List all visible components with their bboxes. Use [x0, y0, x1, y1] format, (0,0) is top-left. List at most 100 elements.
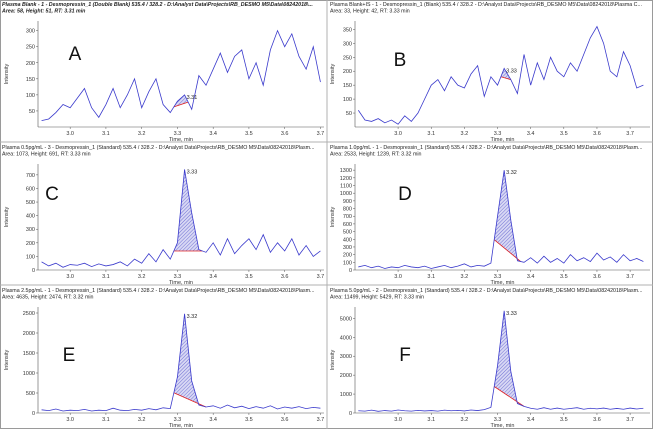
- pane-header: Plasma Blank+IS - 1 - Desmopressin_1 (Bl…: [330, 2, 642, 8]
- y-tick-label: 500: [26, 200, 35, 206]
- x-axis-title: Time, min: [491, 137, 515, 143]
- y-tick-label: 200: [343, 253, 352, 259]
- y-tick-label: 0: [32, 268, 35, 274]
- integration-baseline: [173, 101, 189, 108]
- pane-letter: B: [394, 50, 407, 71]
- x-tick-label: 3.0: [394, 417, 402, 423]
- y-tick-label: 600: [26, 186, 35, 192]
- x-tick-label: 3.2: [138, 417, 146, 423]
- y-tick-label: 1200: [340, 176, 352, 182]
- y-tick-label: 100: [26, 254, 35, 260]
- x-tick-label: 3.3: [494, 274, 502, 280]
- chromatogram-pane: Plasma Blank+IS - 1 - Desmopressin_1 (Bl…: [330, 2, 650, 143]
- trace: [41, 313, 321, 412]
- x-tick-label: 3.3: [174, 274, 182, 280]
- y-tick-label: 50: [346, 111, 352, 117]
- y-axis-title: Intensity: [330, 64, 336, 85]
- pane-letter: F: [399, 345, 411, 366]
- x-tick-label: 3.1: [102, 417, 110, 423]
- x-tick-label: 3.4: [209, 131, 217, 137]
- peak-label: 3.33: [187, 169, 198, 175]
- x-tick-label: 3.7: [317, 274, 325, 280]
- x-tick-label: 3.0: [66, 274, 74, 280]
- x-axis-title: Time, min: [491, 423, 515, 429]
- peak-area: [173, 313, 207, 407]
- chromatogram-pane: Plasma Blank - 1 - Desmopressin_1 (Doubl…: [1, 2, 325, 143]
- x-axis-title: Time, min: [169, 137, 193, 143]
- y-axis-title: Intensity: [330, 350, 336, 371]
- peak-label: 3.31: [187, 95, 198, 101]
- y-tick-label: 50: [29, 109, 35, 115]
- trace: [358, 310, 644, 412]
- y-tick-label: 400: [343, 237, 352, 243]
- integration-baseline: [493, 239, 521, 262]
- pane-letter: E: [63, 345, 76, 366]
- x-tick-label: 3.2: [461, 131, 469, 137]
- x-tick-label: 3.1: [102, 131, 110, 137]
- y-tick-label: 1300: [340, 168, 352, 174]
- chromatogram-pane: Plasma 5.0pg/mL - 2 - Desmopressin_1 (St…: [330, 288, 650, 429]
- x-tick-label: 3.7: [317, 417, 325, 423]
- y-tick-label: 0: [32, 411, 35, 417]
- pane-letter: A: [69, 44, 82, 65]
- y-axis-title: Intensity: [4, 64, 10, 85]
- x-tick-label: 3.7: [626, 417, 634, 423]
- y-tick-label: 400: [26, 214, 35, 220]
- pane-summary: Area: 2533, Height: 1239, RT: 3.32 min: [330, 152, 422, 158]
- integration-baseline: [173, 392, 207, 408]
- x-tick-label: 3.3: [174, 131, 182, 137]
- y-tick-label: 1000: [23, 371, 35, 377]
- x-tick-label: 3.2: [138, 274, 146, 280]
- y-tick-label: 0: [349, 268, 352, 274]
- trace: [41, 169, 321, 268]
- y-tick-label: 200: [343, 69, 352, 75]
- y-tick-label: 500: [26, 391, 35, 397]
- x-tick-label: 3.3: [494, 131, 502, 137]
- y-tick-label: 300: [26, 29, 35, 35]
- x-tick-label: 3.7: [317, 131, 325, 137]
- x-tick-label: 3.5: [560, 417, 568, 423]
- y-tick-label: 200: [26, 61, 35, 67]
- x-tick-label: 3.5: [560, 131, 568, 137]
- x-tick-label: 3.2: [138, 131, 146, 137]
- y-axis-title: Intensity: [4, 350, 10, 371]
- pane-letter: C: [45, 184, 59, 205]
- x-axis-title: Time, min: [491, 280, 515, 286]
- x-tick-label: 3.7: [626, 131, 634, 137]
- chromatogram-pane: Plasma 2.5pg/mL - 1 - Desmopressin_1 (St…: [2, 288, 325, 428]
- x-tick-label: 3.4: [527, 417, 535, 423]
- x-tick-label: 3.1: [102, 274, 110, 280]
- y-tick-label: 500: [343, 230, 352, 236]
- x-tick-label: 3.6: [281, 131, 289, 137]
- trace: [358, 170, 644, 269]
- x-tick-label: 3.1: [427, 417, 435, 423]
- y-tick-label: 250: [26, 45, 35, 51]
- peak-label: 3.33: [506, 311, 517, 317]
- x-tick-label: 3.6: [281, 274, 289, 280]
- x-axis-title: Time, min: [169, 280, 193, 286]
- y-tick-label: 3000: [340, 354, 352, 360]
- y-tick-label: 5000: [340, 316, 352, 322]
- y-tick-label: 200: [26, 241, 35, 247]
- chromatogram-pane: Plasma 1.0pg/mL - 1 - Desmopressin_1 (St…: [330, 145, 650, 286]
- x-tick-label: 3.4: [527, 274, 535, 280]
- y-tick-label: 100: [26, 93, 35, 99]
- x-tick-label: 3.6: [281, 417, 289, 423]
- y-tick-label: 0: [349, 411, 352, 417]
- y-tick-label: 1500: [23, 351, 35, 357]
- pane-summary: Area: 58, Height: 51, RT: 3.31 min: [1, 9, 86, 15]
- x-tick-label: 3.5: [245, 274, 253, 280]
- y-tick-label: 700: [343, 214, 352, 220]
- chromatogram-pane: Plasma 0.5pg/mL - 3 - Desmopressin_1 (St…: [2, 145, 325, 286]
- y-tick-label: 350: [343, 27, 352, 33]
- integration-baseline: [500, 76, 511, 80]
- y-axis-title: Intensity: [330, 207, 336, 228]
- x-tick-label: 3.2: [461, 417, 469, 423]
- pane-header: Plasma Blank - 1 - Desmopressin_1 (Doubl…: [2, 2, 313, 8]
- peak-label: 3.32: [187, 314, 198, 320]
- y-tick-label: 150: [26, 77, 35, 83]
- x-tick-label: 3.4: [209, 274, 217, 280]
- y-axis-title: Intensity: [4, 207, 10, 228]
- y-tick-label: 700: [26, 173, 35, 179]
